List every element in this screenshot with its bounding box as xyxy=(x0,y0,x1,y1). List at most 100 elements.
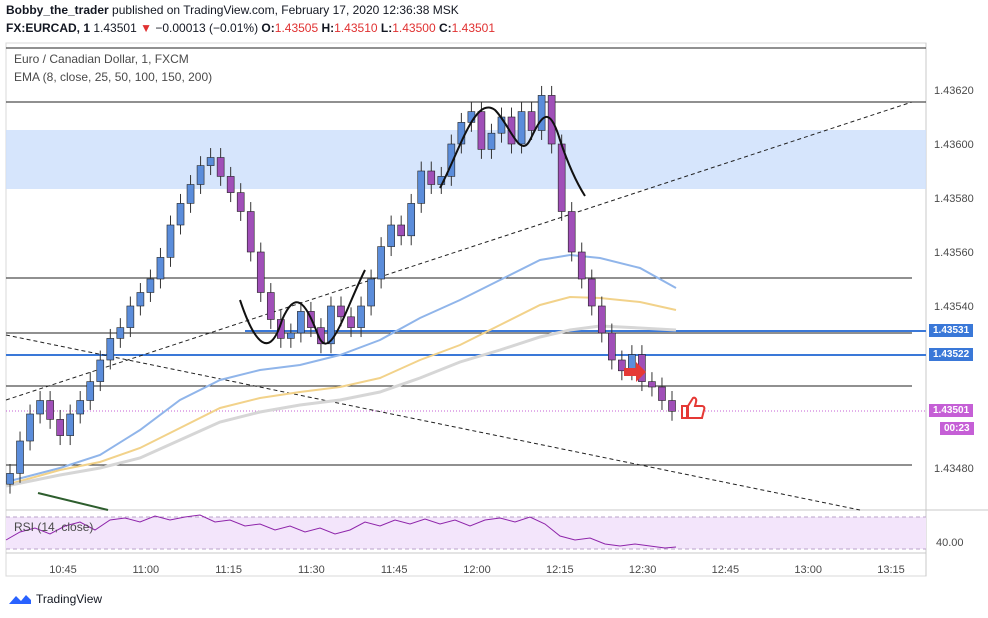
candle[interactable] xyxy=(357,296,365,338)
double-top-drawing[interactable] xyxy=(439,106,586,197)
candle[interactable] xyxy=(648,372,656,397)
ohlc-bar: FX:EURCAD, 1 1.43501 ▼ −0.00013 (−0.01%)… xyxy=(6,21,495,35)
x-tick-label: 12:15 xyxy=(546,564,574,576)
candle-body xyxy=(537,95,546,131)
candle[interactable] xyxy=(166,215,175,267)
symbol-label[interactable]: FX:EURCAD, 1 xyxy=(6,21,91,35)
y-tick-label: 1.43600 xyxy=(934,139,974,151)
candle[interactable] xyxy=(407,193,416,246)
rsi-legend[interactable]: RSI (14, close) xyxy=(14,520,94,534)
candle[interactable] xyxy=(527,102,536,140)
candle[interactable] xyxy=(427,161,436,194)
candle[interactable] xyxy=(46,391,54,429)
candle[interactable] xyxy=(116,318,125,348)
candle[interactable] xyxy=(287,323,295,348)
candle[interactable] xyxy=(186,175,195,213)
candle[interactable] xyxy=(226,166,235,203)
candle-body xyxy=(337,305,345,318)
candle[interactable] xyxy=(387,215,395,257)
candle[interactable] xyxy=(16,431,24,483)
candle[interactable] xyxy=(587,269,596,316)
y-tick-label: 1.43540 xyxy=(934,301,974,313)
candle-body xyxy=(567,211,576,253)
rsi-line xyxy=(5,514,677,549)
candle[interactable] xyxy=(146,269,155,302)
candle[interactable] xyxy=(156,247,165,289)
candle[interactable] xyxy=(256,242,265,302)
candle[interactable] xyxy=(277,310,285,348)
price-axis[interactable]: 1.43620 1.43600 1.43580 1.43560 1.43540 1.434… xyxy=(934,85,974,475)
candle[interactable] xyxy=(86,372,95,410)
ema-legend[interactable]: EMA (8, close, 25, 50, 100, 150, 200) xyxy=(14,70,213,84)
candle[interactable] xyxy=(216,148,225,186)
publish-info: Bobby_the_trader published on TradingVie… xyxy=(6,3,459,17)
ema-mid-line xyxy=(5,295,677,486)
time-axis[interactable]: 10:45 11:00 11:15 11:30 11:45 12:00 12:15 12:30… xyxy=(49,564,905,576)
candle[interactable] xyxy=(76,391,85,424)
candle[interactable] xyxy=(377,237,385,289)
horizontal-levels[interactable] xyxy=(6,47,926,466)
candle-body xyxy=(447,143,456,177)
candle-body xyxy=(597,305,606,334)
candle-body xyxy=(577,251,586,280)
y-tick-label: 1.43580 xyxy=(934,193,974,205)
candle[interactable] xyxy=(266,283,275,329)
double-bottom-drawing[interactable] xyxy=(239,269,366,345)
candle[interactable] xyxy=(367,269,375,316)
chart-title[interactable]: Euro / Canadian Dollar, 1, FXCM xyxy=(14,52,189,66)
resistance-zone[interactable] xyxy=(6,130,926,189)
candle[interactable] xyxy=(477,102,486,159)
candle[interactable] xyxy=(567,202,576,262)
candle[interactable] xyxy=(447,134,456,186)
candle[interactable] xyxy=(246,202,255,262)
x-tick-label: 12:45 xyxy=(712,564,740,576)
candle[interactable] xyxy=(577,242,586,289)
candle[interactable] xyxy=(196,156,205,194)
author-name[interactable]: Bobby_the_trader xyxy=(6,3,109,17)
candle[interactable] xyxy=(507,107,516,154)
candle[interactable] xyxy=(327,296,335,354)
candle[interactable] xyxy=(96,350,105,392)
candle[interactable] xyxy=(36,391,44,424)
brand-footer[interactable]: TradingView xyxy=(8,592,102,606)
candle-body xyxy=(226,176,235,193)
tradingview-logo-icon xyxy=(9,595,31,604)
candle[interactable] xyxy=(6,463,14,494)
thumbs-up-icon xyxy=(681,396,706,419)
candle[interactable] xyxy=(106,328,115,370)
candle[interactable] xyxy=(668,391,676,421)
candle[interactable] xyxy=(537,85,546,140)
green-trendline[interactable] xyxy=(37,492,109,511)
candle[interactable] xyxy=(56,409,64,446)
candle[interactable] xyxy=(206,148,215,176)
candle[interactable] xyxy=(236,183,245,221)
candle[interactable] xyxy=(487,123,496,159)
last-price-tag: 1.43501 xyxy=(929,404,974,417)
candle[interactable] xyxy=(176,193,185,235)
falling-trendline[interactable] xyxy=(5,334,861,511)
candle[interactable] xyxy=(658,377,666,410)
candle[interactable] xyxy=(608,323,616,370)
candle-body xyxy=(66,413,74,436)
candle[interactable] xyxy=(618,350,626,381)
level-tag-2: 1.43522 xyxy=(929,348,974,361)
candle-body xyxy=(36,400,44,415)
candle[interactable] xyxy=(126,296,135,338)
candle-body xyxy=(16,440,24,474)
x-tick-label: 13:15 xyxy=(877,564,905,576)
candlestick-series[interactable] xyxy=(6,85,676,494)
candle[interactable] xyxy=(417,161,426,213)
x-tick-label: 13:00 xyxy=(794,564,822,576)
candle[interactable] xyxy=(597,296,606,343)
candle[interactable] xyxy=(397,215,405,246)
candle[interactable] xyxy=(66,404,74,446)
rising-trendline[interactable] xyxy=(5,101,913,401)
candle[interactable] xyxy=(347,307,355,338)
y-tick-label: 1.43620 xyxy=(934,85,974,97)
candle[interactable] xyxy=(26,404,34,451)
published-text: published on TradingView.com, February 1… xyxy=(112,3,459,17)
candle[interactable] xyxy=(297,301,305,343)
x-tick-label: 11:00 xyxy=(132,564,159,576)
candle[interactable] xyxy=(136,283,145,316)
